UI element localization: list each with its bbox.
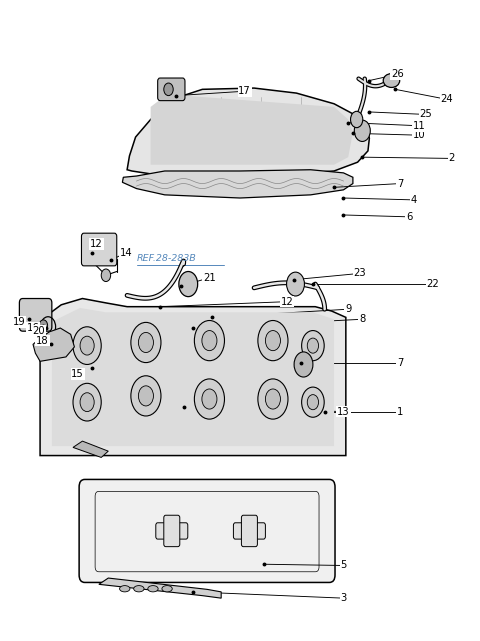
Text: REF.28-283B: REF.28-283B [136,254,196,263]
Text: 8: 8 [359,314,365,324]
Circle shape [194,320,225,361]
Text: 4: 4 [411,195,417,205]
Text: 14: 14 [120,247,132,258]
Circle shape [301,387,324,417]
Text: 9: 9 [345,304,351,314]
Polygon shape [73,441,108,458]
Polygon shape [151,94,353,165]
Circle shape [80,336,94,355]
Circle shape [307,338,319,353]
Circle shape [294,352,313,377]
Circle shape [258,379,288,419]
Polygon shape [122,170,353,198]
FancyBboxPatch shape [79,479,335,583]
Circle shape [287,272,304,296]
Polygon shape [127,88,370,178]
Ellipse shape [134,586,144,592]
Text: 5: 5 [340,560,347,570]
Circle shape [73,383,101,421]
Text: 10: 10 [412,130,425,140]
Text: 24: 24 [441,94,453,104]
Circle shape [350,112,363,128]
FancyBboxPatch shape [241,515,257,547]
Polygon shape [33,328,74,362]
Circle shape [202,389,217,409]
Circle shape [265,331,280,351]
Text: 26: 26 [391,69,404,79]
Text: 17: 17 [239,86,251,96]
Circle shape [101,269,110,281]
Polygon shape [40,299,346,456]
Circle shape [131,322,161,363]
Text: 12: 12 [90,239,103,249]
Circle shape [73,327,101,365]
Text: 7: 7 [397,358,403,368]
Circle shape [258,320,288,361]
Circle shape [138,333,154,353]
Text: 15: 15 [72,369,84,379]
FancyBboxPatch shape [156,523,188,539]
Circle shape [138,386,154,406]
Circle shape [80,393,94,412]
Circle shape [131,376,161,416]
Circle shape [202,331,217,351]
Text: 23: 23 [354,269,366,278]
Text: 6: 6 [406,212,412,222]
FancyBboxPatch shape [164,515,180,547]
Circle shape [265,389,280,409]
Circle shape [301,331,324,361]
Circle shape [354,120,370,142]
FancyBboxPatch shape [233,523,265,539]
Ellipse shape [148,586,158,592]
Circle shape [39,320,48,331]
FancyBboxPatch shape [19,299,52,331]
Text: 7: 7 [397,179,403,188]
Ellipse shape [162,586,172,592]
Ellipse shape [120,586,130,592]
FancyBboxPatch shape [82,233,117,266]
Ellipse shape [383,74,400,87]
Circle shape [307,395,319,410]
Text: 21: 21 [203,273,216,283]
FancyBboxPatch shape [157,78,185,101]
Text: 19: 19 [12,317,25,327]
Text: 20: 20 [32,326,45,335]
Polygon shape [99,578,221,598]
Text: 18: 18 [36,336,49,345]
Text: 16: 16 [27,323,39,333]
Circle shape [179,272,198,297]
Text: 3: 3 [340,593,347,603]
Text: 12: 12 [281,297,293,306]
Text: 2: 2 [448,153,455,163]
Text: 22: 22 [427,279,439,289]
Text: 1: 1 [397,406,403,417]
Text: 13: 13 [337,406,350,417]
Circle shape [194,379,225,419]
Text: 25: 25 [420,110,432,119]
Polygon shape [52,308,334,446]
Circle shape [164,83,173,96]
Text: 11: 11 [412,121,425,131]
